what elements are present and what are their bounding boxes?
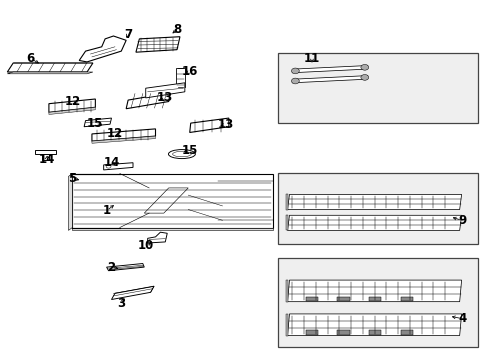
Text: 7: 7 [124, 28, 132, 41]
Polygon shape [7, 63, 93, 72]
Polygon shape [72, 174, 272, 228]
Circle shape [291, 68, 299, 74]
Text: 3: 3 [117, 297, 125, 310]
Text: 8: 8 [173, 23, 181, 36]
Bar [277, 173, 477, 244]
Circle shape [360, 64, 368, 70]
Polygon shape [145, 83, 184, 98]
Polygon shape [285, 194, 287, 210]
Text: 6: 6 [26, 52, 34, 65]
Polygon shape [136, 37, 180, 52]
Bar [305, 330, 317, 335]
Polygon shape [84, 118, 111, 127]
Polygon shape [285, 215, 287, 230]
Text: 16: 16 [181, 65, 198, 78]
Circle shape [291, 78, 299, 84]
Polygon shape [49, 107, 95, 114]
Polygon shape [126, 93, 170, 109]
Bar [277, 53, 477, 123]
Polygon shape [287, 314, 461, 336]
Text: 4: 4 [457, 312, 465, 325]
Text: 14: 14 [38, 153, 55, 166]
Polygon shape [189, 118, 228, 132]
Polygon shape [72, 228, 272, 230]
Polygon shape [7, 72, 93, 74]
Ellipse shape [168, 150, 195, 158]
Bar [368, 330, 381, 335]
Text: 14: 14 [103, 156, 120, 169]
Polygon shape [287, 280, 461, 302]
Bar [400, 330, 412, 335]
Text: 9: 9 [457, 214, 465, 227]
Polygon shape [68, 174, 72, 230]
Text: 12: 12 [64, 95, 81, 108]
Bar [277, 258, 477, 347]
Circle shape [360, 75, 368, 80]
Text: 2: 2 [107, 261, 115, 274]
Polygon shape [111, 286, 154, 300]
Text: 12: 12 [106, 127, 123, 140]
Bar [305, 297, 317, 301]
Bar [400, 297, 412, 301]
Polygon shape [72, 177, 102, 183]
Text: 13: 13 [157, 91, 173, 104]
Polygon shape [285, 280, 287, 302]
Bar [337, 330, 349, 335]
Polygon shape [41, 154, 49, 160]
Bar [176, 68, 184, 87]
Text: 13: 13 [217, 118, 234, 131]
Polygon shape [35, 150, 56, 154]
Polygon shape [103, 163, 133, 170]
Bar [337, 297, 349, 301]
Text: 5: 5 [68, 172, 76, 185]
Polygon shape [292, 76, 367, 83]
Text: 15: 15 [181, 144, 198, 157]
Polygon shape [106, 264, 144, 271]
Text: 10: 10 [137, 239, 154, 252]
Polygon shape [287, 194, 461, 210]
Bar [368, 297, 381, 301]
Polygon shape [79, 36, 126, 62]
Polygon shape [147, 232, 167, 243]
Polygon shape [49, 99, 95, 112]
Text: 11: 11 [303, 52, 320, 65]
Text: 1: 1 [102, 204, 110, 217]
Polygon shape [92, 136, 155, 143]
Polygon shape [285, 314, 287, 336]
Polygon shape [92, 129, 155, 141]
Polygon shape [287, 215, 461, 230]
Polygon shape [292, 66, 367, 73]
Text: 15: 15 [87, 117, 103, 130]
